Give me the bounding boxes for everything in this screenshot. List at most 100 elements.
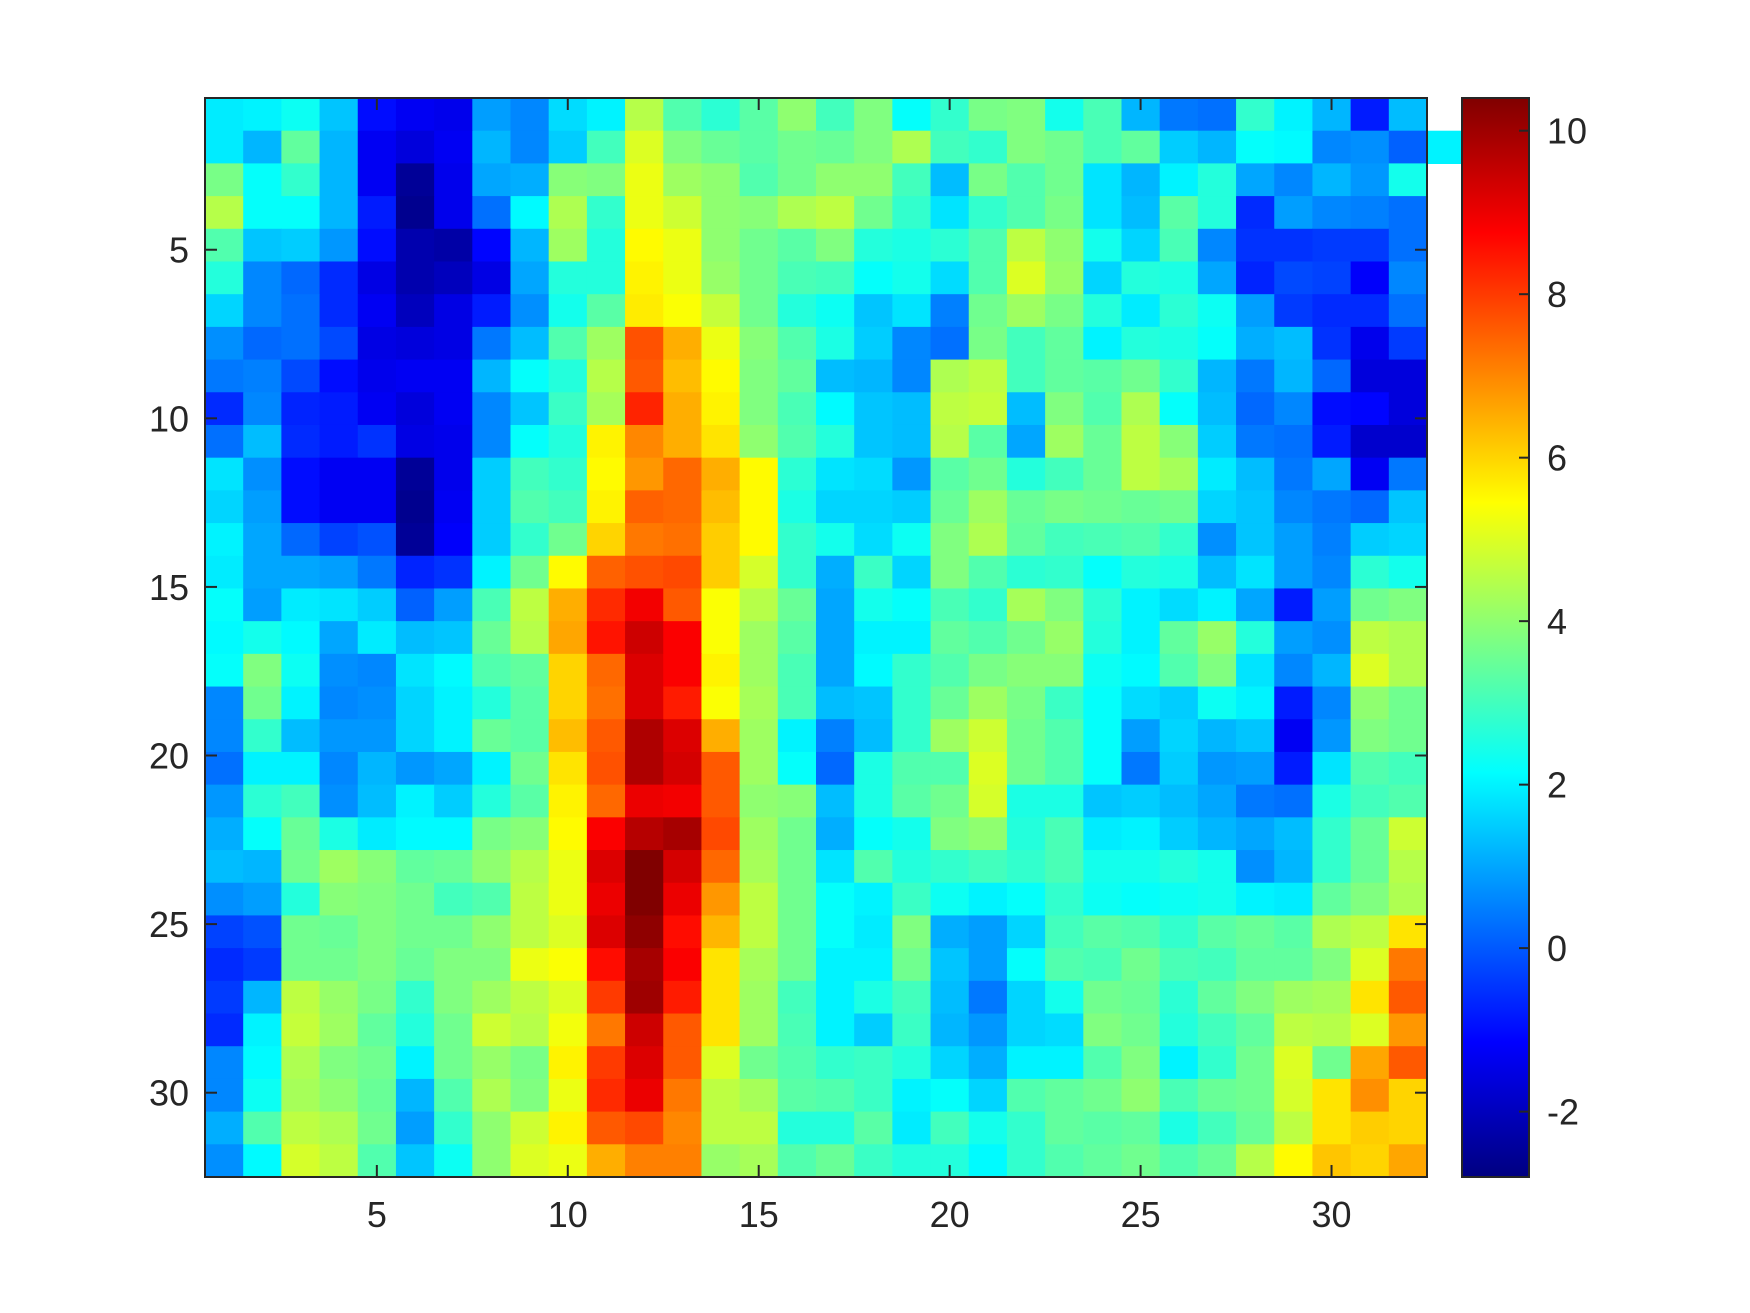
heatmap-cell bbox=[1274, 850, 1314, 884]
heatmap-cell bbox=[586, 653, 626, 688]
heatmap-cell bbox=[777, 980, 817, 1015]
heatmap-cell bbox=[319, 163, 359, 197]
heatmap-cell bbox=[1274, 555, 1314, 590]
heatmap-cell bbox=[1236, 523, 1275, 557]
heatmap-cell bbox=[777, 751, 817, 786]
heatmap-cell bbox=[434, 261, 473, 295]
heatmap-cell bbox=[892, 1111, 932, 1145]
heatmap-cell bbox=[205, 1144, 244, 1178]
heatmap-cell bbox=[319, 719, 359, 753]
heatmap-cell bbox=[243, 817, 282, 851]
heatmap-cell bbox=[243, 424, 282, 459]
heatmap-cell bbox=[1045, 457, 1084, 491]
heatmap-cell bbox=[548, 228, 588, 263]
heatmap-cell bbox=[892, 294, 932, 328]
heatmap-cell bbox=[701, 228, 741, 263]
heatmap-cell bbox=[968, 1013, 1008, 1047]
heatmap-cell bbox=[1121, 686, 1161, 720]
heatmap-cell bbox=[739, 882, 779, 917]
heatmap-cell bbox=[1197, 196, 1237, 230]
heatmap-cell bbox=[1045, 294, 1084, 328]
heatmap-cell bbox=[663, 948, 703, 982]
heatmap-cell bbox=[854, 228, 893, 263]
colorbar: -2 0 2 4 6 8 10 bbox=[1461, 97, 1587, 1178]
heatmap-cell bbox=[357, 1111, 397, 1145]
heatmap-cell bbox=[1388, 326, 1428, 361]
heatmap-cell bbox=[472, 980, 512, 1015]
heatmap-cell bbox=[434, 228, 473, 263]
heatmap-cell bbox=[281, 457, 321, 491]
heatmap-cell bbox=[777, 1144, 817, 1178]
heatmap-cell bbox=[777, 621, 817, 655]
heatmap-cell bbox=[663, 915, 703, 949]
heatmap-cell bbox=[777, 261, 817, 295]
heatmap-cell bbox=[281, 850, 321, 884]
heatmap-cell bbox=[357, 850, 397, 884]
heatmap-cell bbox=[1388, 392, 1428, 426]
heatmap-cell bbox=[1312, 588, 1352, 622]
heatmap-cell bbox=[1083, 948, 1123, 982]
heatmap-cell bbox=[1121, 359, 1161, 393]
heatmap-cell bbox=[625, 686, 664, 720]
y-axis: 5 10 15 20 25 30 bbox=[149, 230, 1427, 1114]
heatmap-cell bbox=[548, 555, 588, 590]
heatmap-cell bbox=[1121, 653, 1161, 688]
heatmap-cell bbox=[1388, 130, 1428, 164]
heatmap-cell bbox=[1121, 719, 1161, 753]
heatmap-cell bbox=[930, 130, 970, 164]
heatmap-cell bbox=[434, 1111, 473, 1145]
heatmap-cell bbox=[1006, 1013, 1046, 1047]
heatmap-cell bbox=[319, 1078, 359, 1113]
heatmap-cell bbox=[625, 523, 664, 557]
heatmap-cell bbox=[395, 1046, 435, 1080]
heatmap-cell bbox=[1388, 294, 1428, 328]
heatmap-cell bbox=[434, 751, 473, 786]
heatmap-cell bbox=[663, 784, 703, 818]
heatmap-cell bbox=[281, 555, 321, 590]
heatmap-cell bbox=[930, 817, 970, 851]
heatmap-cell bbox=[1312, 392, 1352, 426]
heatmap-cell bbox=[472, 1013, 512, 1047]
heatmap-cell bbox=[1121, 424, 1161, 459]
heatmap-cell bbox=[625, 196, 664, 230]
heatmap-cell bbox=[281, 1144, 321, 1178]
heatmap-cell bbox=[1236, 457, 1275, 491]
heatmap-cell bbox=[892, 686, 932, 720]
heatmap-cell bbox=[1045, 653, 1084, 688]
heatmap-cell bbox=[625, 1046, 664, 1080]
heatmap-cell bbox=[930, 948, 970, 982]
heatmap-cell bbox=[663, 457, 703, 491]
heatmap-cell bbox=[663, 163, 703, 197]
heatmap-cell bbox=[434, 621, 473, 655]
heatmap-cell bbox=[472, 261, 512, 295]
heatmap-cell bbox=[816, 719, 855, 753]
heatmap-cell bbox=[586, 196, 626, 230]
heatmap-cell bbox=[434, 555, 473, 590]
heatmap-cell bbox=[586, 523, 626, 557]
heatmap-cell bbox=[816, 1144, 855, 1178]
heatmap-cell bbox=[739, 653, 779, 688]
heatmap-cell bbox=[625, 621, 664, 655]
heatmap-cell bbox=[281, 1111, 321, 1145]
heatmap-cell bbox=[472, 653, 512, 688]
heatmap-cell bbox=[1236, 555, 1275, 590]
heatmap-cell bbox=[281, 228, 321, 263]
heatmap-cell bbox=[701, 98, 741, 132]
heatmap-cell bbox=[357, 424, 397, 459]
heatmap-cell bbox=[816, 784, 855, 818]
heatmap-cell bbox=[395, 261, 435, 295]
heatmap-cell bbox=[892, 130, 932, 164]
heatmap-cell bbox=[548, 882, 588, 917]
heatmap-cell bbox=[548, 1078, 588, 1113]
heatmap-cell bbox=[548, 523, 588, 557]
heatmap-cell bbox=[1312, 980, 1352, 1015]
heatmap-cell bbox=[1236, 915, 1275, 949]
heatmap-cell bbox=[930, 392, 970, 426]
colorbar-tick-label: 8 bbox=[1547, 274, 1567, 315]
heatmap-cell bbox=[739, 980, 779, 1015]
heatmap-cell bbox=[548, 588, 588, 622]
heatmap-cell bbox=[1197, 817, 1237, 851]
heatmap-cell bbox=[968, 326, 1008, 361]
heatmap-cell bbox=[586, 850, 626, 884]
colorbar-tick-label: 2 bbox=[1547, 765, 1567, 806]
